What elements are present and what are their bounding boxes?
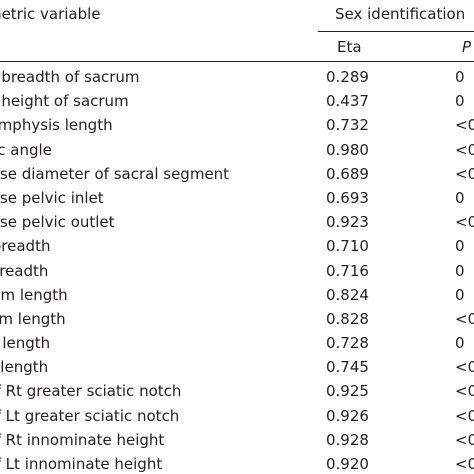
eta-value-cell: 0.732 — [326, 116, 369, 135]
p-value-cell: <0 — [455, 358, 474, 377]
eta-value-cell: 0.745 — [326, 358, 369, 377]
p-value-cell: <0 — [455, 430, 474, 449]
eta-value-cell: 0.824 — [326, 285, 369, 304]
table-row: Transverse pelvic outlet 0.923 <0 — [0, 212, 474, 236]
variable-name-cell: Anterior height of sacrum — [0, 92, 129, 111]
eta-value-cell: 0.928 — [326, 430, 369, 449]
table-row: Anterior height of sacrum 0.437 0 — [0, 91, 474, 115]
table-row: Rt iliac breadth 0.710 0 — [0, 236, 474, 260]
p-value-cell: <0 — [455, 116, 474, 135]
table-row: Depth of Rt innominate height 0.928 <0 — [0, 430, 474, 454]
variable-name-cell: Rt iliac breadth — [0, 237, 51, 256]
eta-value-cell: 0.689 — [326, 164, 369, 183]
eta-value-cell: 0.923 — [326, 213, 369, 232]
p-column-header: P — [462, 38, 472, 56]
p-value-cell: <0 — [455, 309, 474, 328]
eta-value-cell: 0.980 — [326, 140, 369, 159]
p-value-cell: 0 — [455, 237, 465, 256]
table-row: Lt pubis length 0.745 <0 — [0, 357, 474, 381]
variable-name-cell: Lt ischium length — [0, 309, 66, 328]
table-row: Transverse pelvic inlet 0.693 0 — [0, 188, 474, 212]
eta-value-cell: 0.925 — [326, 382, 369, 401]
header-bottom-rule — [0, 61, 474, 62]
table-row: Lt iliac breadth 0.716 0 — [0, 261, 474, 285]
p-value-cell: <0 — [455, 213, 474, 232]
sex-identification-group-header: Sex identification — [335, 5, 466, 23]
p-value-cell: 0 — [455, 92, 465, 111]
p-value-cell: 0 — [455, 188, 465, 207]
variable-column-header: Pelvimetric variable — [0, 5, 101, 23]
table-row: Pubic symphysis length 0.732 <0 — [0, 115, 474, 139]
table-row: Rt pubis length 0.728 0 — [0, 333, 474, 357]
p-value-cell: <0 — [455, 164, 474, 183]
variable-name-cell: Rt ischium length — [0, 285, 68, 304]
eta-value-cell: 0.920 — [326, 455, 369, 473]
eta-value-cell: 0.716 — [326, 261, 369, 280]
variable-name-cell: Rt pubis length — [0, 334, 51, 353]
variable-name-cell: Transverse diameter of sacral segment — [0, 164, 230, 183]
p-value-cell: <0 — [455, 406, 474, 425]
eta-value-cell: 0.693 — [326, 188, 369, 207]
table-row: Depth of Rt greater sciatic notch 0.925 <0 — [0, 381, 474, 405]
p-value-cell: 0 — [455, 261, 465, 280]
eta-value-cell: 0.289 — [326, 68, 369, 86]
variable-name-cell: Lt iliac breadth — [0, 261, 49, 280]
variable-name-cell: Depth of Rt innominate height — [0, 430, 165, 449]
eta-column-header: Eta — [337, 38, 362, 56]
table-row: Depth of Lt greater sciatic notch 0.926 <0 — [0, 406, 474, 430]
eta-value-cell: 0.926 — [326, 406, 369, 425]
variable-name-cell: Transverse pelvic outlet — [0, 213, 115, 232]
variable-name-cell: Depth of Lt innominate height — [0, 455, 163, 473]
table-row: Subpubic angle 0.980 <0 — [0, 140, 474, 164]
variable-name-cell: Depth of Lt greater sciatic notch — [0, 406, 180, 425]
variable-name-cell: Depth of Rt greater sciatic notch — [0, 382, 182, 401]
p-value-cell: <0 — [455, 140, 474, 159]
eta-value-cell: 0.728 — [326, 334, 369, 353]
table-row: Anterior breadth of sacrum 0.289 0 — [0, 67, 474, 91]
eta-value-cell: 0.437 — [326, 92, 369, 111]
eta-value-cell: 0.828 — [326, 309, 369, 328]
p-value-cell: <0 — [455, 382, 474, 401]
variable-name-cell: Lt pubis length — [0, 358, 49, 377]
p-value-cell: 0 — [455, 68, 465, 86]
table-body: Anterior breadth of sacrum0.2890Anterior… — [0, 67, 474, 474]
variable-name-cell: Subpubic angle — [0, 140, 52, 159]
p-value-cell: 0 — [455, 285, 465, 304]
table-row: Depth of Lt innominate height 0.920 <0 — [0, 454, 474, 474]
table-row: Lt ischium length 0.828 <0 — [0, 309, 474, 333]
eta-value-cell: 0.710 — [326, 237, 369, 256]
p-value-cell: 0 — [455, 334, 465, 353]
variable-name-cell: Anterior breadth of sacrum — [0, 68, 140, 86]
variable-name-cell: Pubic symphysis length — [0, 116, 113, 135]
group-header-rule — [318, 31, 474, 32]
table-row: Rt ischium length 0.824 0 — [0, 285, 474, 309]
variable-name-cell: Transverse pelvic inlet — [0, 188, 104, 207]
p-value-cell: <0 — [455, 455, 474, 473]
table-row: Transverse diameter of sacral segment 0.6… — [0, 164, 474, 188]
